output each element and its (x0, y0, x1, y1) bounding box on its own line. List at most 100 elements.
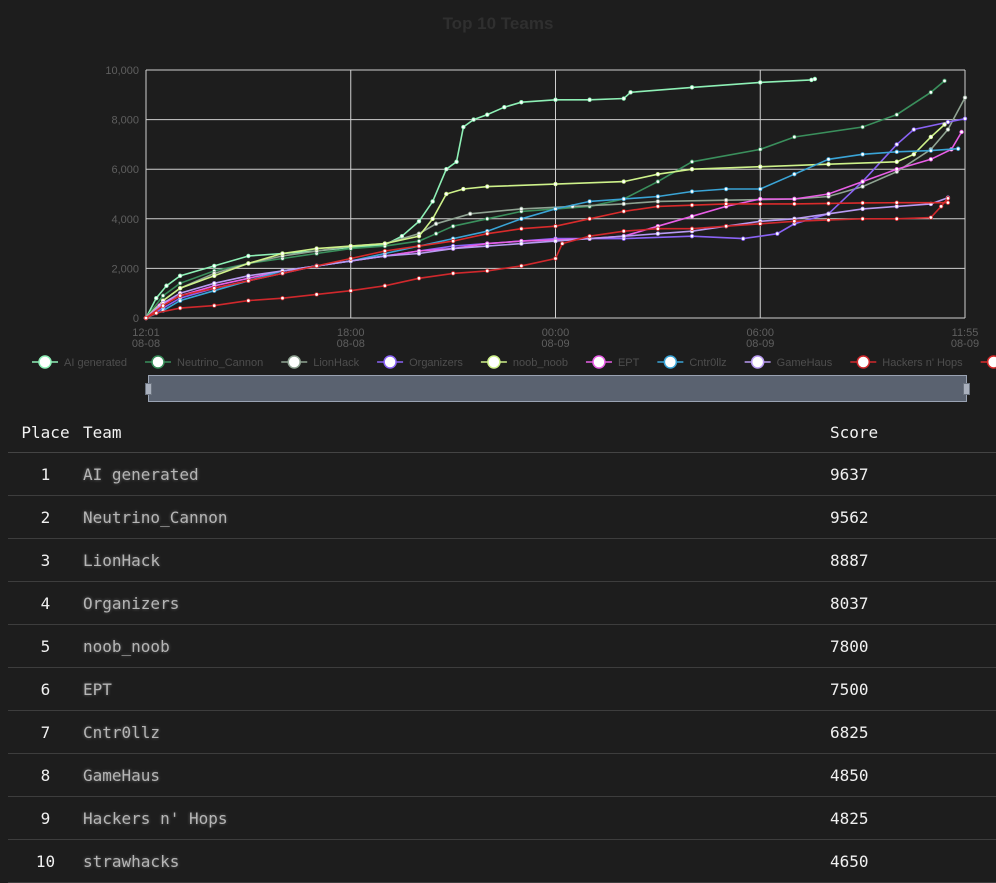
legend-marker (856, 355, 871, 369)
legend-marker (38, 355, 52, 369)
scoreboard-table: Place Team Score 1 AI generated 9637 2 N… (8, 412, 996, 883)
legend-item[interactable]: Cntr0llz (657, 355, 727, 369)
data-point (433, 221, 439, 226)
legend-item[interactable]: LionHack (281, 355, 360, 369)
legend-item[interactable]: Organizers (377, 355, 463, 369)
place-cell: 8 (8, 753, 83, 797)
data-point (621, 233, 626, 239)
data-point (894, 216, 899, 221)
data-point (553, 224, 558, 229)
zoom-handle-right[interactable] (963, 383, 970, 395)
data-point (160, 293, 166, 298)
legend-item[interactable]: noob_noob (480, 355, 568, 369)
zoom-handle-left[interactable] (145, 383, 152, 395)
data-point (655, 226, 661, 231)
data-point (826, 191, 831, 197)
data-point (212, 303, 217, 308)
table-row: 2 Neutrino_Cannon 9562 (8, 495, 996, 539)
legend-item[interactable]: Neutrino_Cannon (145, 355, 263, 369)
data-point (382, 253, 388, 259)
data-point (792, 171, 797, 177)
place-cell: 3 (8, 538, 83, 582)
data-point (826, 217, 831, 223)
score-cell: 4850 (830, 753, 996, 797)
data-point (621, 201, 626, 207)
legend-marker (487, 355, 501, 369)
chart-title: Top 10 Teams (442, 14, 554, 33)
data-point (826, 162, 831, 167)
data-point (792, 219, 797, 224)
data-point (461, 124, 466, 130)
team-link[interactable]: Cntr0llz (83, 710, 830, 754)
zoom-range-slider[interactable] (145, 375, 970, 402)
team-link[interactable]: AI generated (83, 452, 830, 496)
legend-label: Neutrino_Cannon (177, 357, 263, 369)
data-point (416, 238, 422, 244)
data-point (212, 273, 217, 279)
team-link[interactable]: Hackers n' Hops (83, 796, 830, 840)
data-point (655, 179, 661, 184)
data-point (894, 204, 899, 209)
place-cell: 1 (8, 452, 83, 496)
team-link[interactable]: strawhacks (83, 839, 830, 883)
score-cell: 9637 (830, 452, 996, 496)
data-point (553, 97, 558, 102)
y-tick-label: 2,000 (111, 263, 139, 275)
team-link[interactable]: noob_noob (83, 624, 830, 668)
score-cell: 8037 (830, 581, 996, 625)
data-point (519, 226, 524, 231)
data-point (621, 179, 626, 184)
y-tick-label: 8,000 (111, 115, 139, 127)
score-cell: 8887 (830, 538, 996, 582)
scoreboard-chart: Top 10 Teams 0 2,000 4,000 6,000 8,000 10,000… (0, 0, 996, 410)
legend-item[interactable]: Hackers n' Hops (850, 355, 963, 369)
team-link[interactable]: Neutrino_Cannon (83, 495, 830, 539)
data-point (246, 261, 251, 266)
data-point (621, 196, 626, 202)
data-point (467, 211, 473, 217)
data-point (911, 127, 917, 132)
team-link[interactable]: LionHack (83, 538, 830, 582)
data-point (860, 184, 865, 189)
score-cell: 4650 (830, 839, 996, 883)
legend-item[interactable]: strawhacks (980, 355, 996, 369)
data-point (723, 201, 729, 207)
legend-marker (750, 355, 765, 369)
data-point (177, 273, 183, 279)
data-point (485, 216, 490, 221)
data-point (246, 253, 251, 259)
place-cell: 10 (8, 839, 83, 883)
score-line-chart[interactable]: 02,0004,0006,0008,00010,00012:0108-0818:… (0, 0, 996, 375)
data-point (485, 231, 490, 236)
data-point (519, 263, 524, 269)
series-line (145, 80, 946, 319)
legend-marker (986, 355, 996, 369)
legend-item[interactable]: GameHaus (744, 355, 833, 369)
table-row: 3 LionHack 8887 (8, 538, 996, 582)
data-point (812, 76, 818, 82)
data-point (519, 216, 524, 221)
data-point (314, 263, 319, 269)
x-tick-label: 00:00 (542, 327, 570, 339)
legend-item[interactable]: AI generated (32, 355, 127, 369)
data-point (758, 201, 763, 207)
team-link[interactable]: EPT (83, 667, 830, 711)
table-row: 6 EPT 7500 (8, 667, 996, 711)
data-point (246, 278, 251, 283)
team-link[interactable]: GameHaus (83, 753, 830, 797)
data-point (655, 194, 661, 199)
data-point (382, 241, 388, 246)
data-point (655, 199, 661, 204)
data-point (177, 281, 183, 286)
data-point (416, 243, 422, 249)
x-tick-label: 11:55 (952, 327, 979, 339)
data-point (689, 233, 695, 239)
data-point (758, 186, 763, 192)
data-point (280, 295, 285, 301)
legend-item[interactable]: EPT (585, 355, 640, 369)
data-point (280, 251, 285, 256)
team-link[interactable]: Organizers (83, 581, 830, 625)
data-point (723, 197, 729, 203)
data-point (160, 303, 166, 308)
data-point (587, 233, 592, 239)
